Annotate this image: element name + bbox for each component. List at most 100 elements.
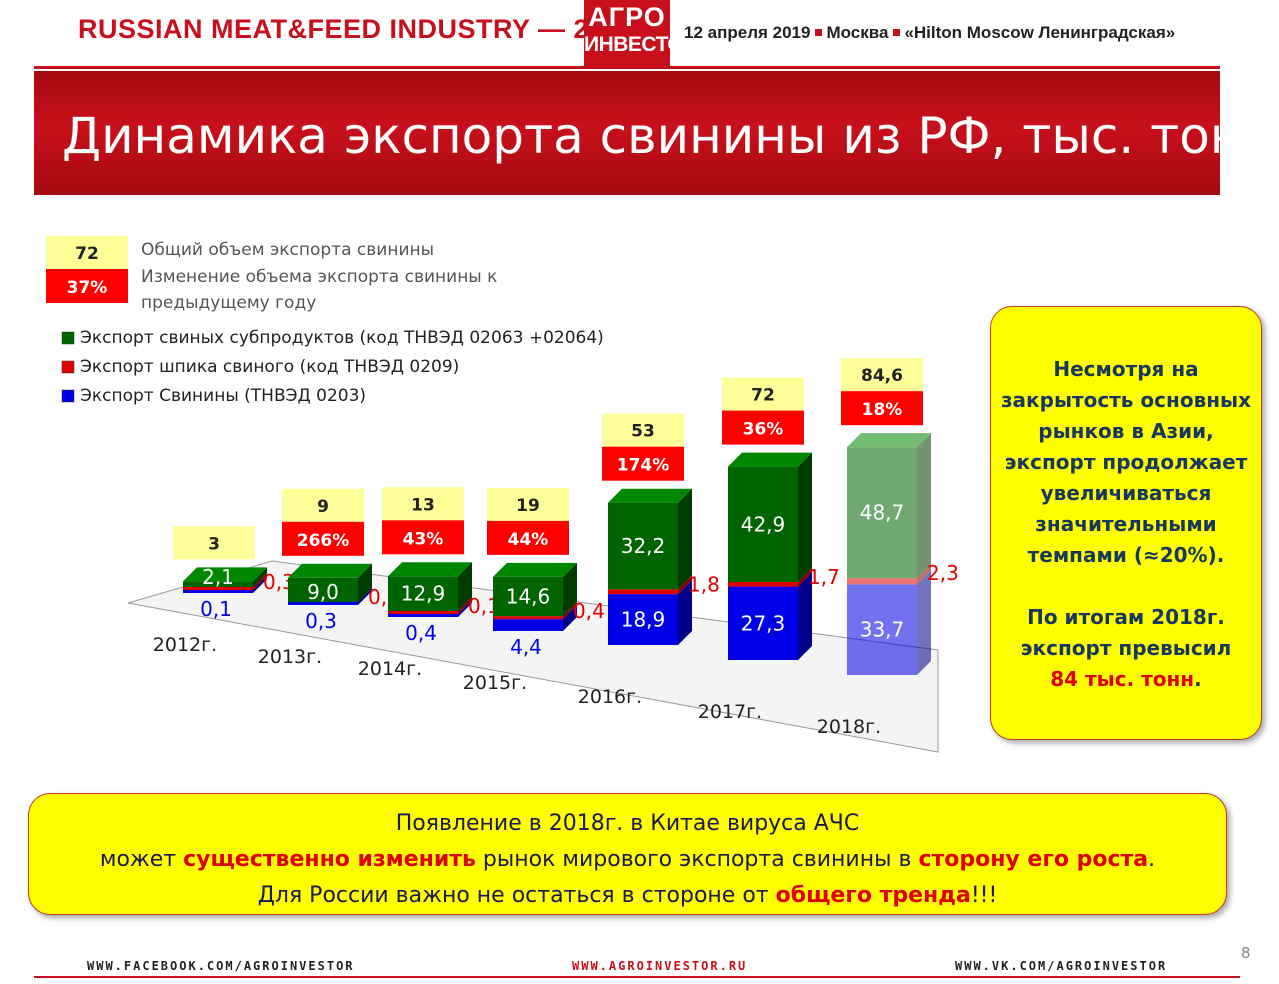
change-box (487, 520, 569, 555)
legend-series-label: Экспорт свиных субпродуктов (код ТНВЭД 0… (80, 328, 604, 348)
bar-segment-side (798, 452, 812, 582)
logo-line-1: АГРО (588, 2, 666, 32)
category-label: 2015г. (463, 672, 527, 694)
category-label: 2016г. (578, 686, 642, 708)
bar-segment (493, 616, 563, 620)
value-label-pork: 0,3 (305, 609, 337, 633)
bar-top (728, 452, 812, 467)
legend-total-sample: 72 (75, 244, 99, 264)
bar-segment (388, 611, 458, 614)
total-label: 84,6 (861, 366, 903, 386)
text-fragment: может (99, 847, 184, 872)
bar-segment-side (678, 575, 692, 595)
change-label: 36% (743, 420, 784, 440)
bar-segment-side (253, 567, 267, 587)
value-label-fat: 1,7 (808, 565, 840, 589)
bar-top (288, 563, 372, 578)
category-label: 2012г. (153, 634, 217, 656)
bar-segment (728, 466, 798, 582)
side-note-line: экспорт превысил (1020, 636, 1232, 660)
change-box (602, 446, 684, 481)
value-label-pork: 33,7 (860, 618, 905, 642)
bar-segment (388, 614, 458, 617)
bar-segment-side (358, 563, 372, 602)
value-label-offal: 9,0 (307, 580, 339, 604)
category-label: 2017г. (698, 701, 762, 723)
header-divider (34, 66, 1220, 69)
legend-swatch (61, 389, 75, 403)
side-note-line: значительными (1035, 512, 1217, 536)
total-box (722, 377, 804, 411)
change-label: 18% (862, 400, 903, 420)
slide-title: Динамика экспорта свинины из РФ, тыс. то… (62, 107, 1276, 165)
total-box (282, 488, 364, 522)
event-title: RUSSIAN MEAT&FEED INDUSTRY — 2019 (78, 14, 636, 44)
change-box (382, 520, 464, 555)
bar-group (388, 562, 472, 617)
text-fragment: . (1148, 847, 1156, 872)
value-label-offal: 42,9 (741, 512, 786, 536)
highlight-text: сторону его роста (918, 847, 1149, 872)
bar-segment (183, 590, 253, 593)
legend-series-label: Экспорт Свинины (ТНВЭД 0203) (80, 386, 366, 406)
logo-line-2: ИНВЕСТОР (584, 33, 697, 56)
bar-group (847, 433, 931, 675)
bar-segment (847, 578, 917, 585)
value-label-fat: 0,4 (573, 599, 605, 623)
bar-segment (183, 581, 253, 587)
text-fragment: Для России важно не остаться в стороне о… (257, 883, 776, 908)
bar-segment (288, 577, 358, 602)
footer-facebook-link[interactable]: WWW.FACEBOOK.COM/AGROINVESTOR (87, 959, 355, 973)
side-note-line: экспорт продолжает (1004, 450, 1248, 474)
bar-segment (288, 602, 358, 605)
conclusion-box: Появление в 2018г. в Китае вируса АЧС мо… (28, 793, 1227, 915)
highlight-text: общего тренда (775, 883, 971, 908)
bar-top (183, 567, 267, 582)
bar-segment-side (798, 567, 812, 587)
value-label-fat: 2,3 (927, 561, 959, 585)
bar-segment-side (917, 570, 931, 675)
value-label-pork: 0,1 (200, 597, 232, 621)
legend-change-label: предыдущему году (141, 293, 316, 313)
change-box (282, 521, 364, 556)
export-chart: 72 37% Общий объем экспорта свинины Изменен… (46, 236, 959, 753)
footer-site-link[interactable]: WWW.AGROINVESTOR.RU (572, 959, 748, 973)
text-fragment: !!! (970, 883, 998, 908)
side-note-line: увеличиваться (1040, 481, 1212, 505)
bar-segment (728, 586, 798, 660)
total-label: 9 (317, 497, 329, 517)
bar-segment-side (253, 573, 267, 590)
legend-change-sample: 37% (67, 278, 108, 298)
bar-top (388, 562, 472, 577)
total-label: 19 (516, 496, 540, 516)
title-banner: Динамика экспорта свинины из РФ, тыс. то… (34, 71, 1275, 195)
change-label: 266% (297, 531, 350, 551)
bar-top (608, 488, 692, 503)
side-note-line: По итогам 2018г. (1027, 605, 1225, 629)
event-venue: «Hilton Moscow Ленинградская» (904, 23, 1176, 42)
value-label-offal: 14,6 (506, 585, 551, 609)
value-label-pork: 4,4 (510, 635, 542, 659)
bar-segment-side (563, 562, 577, 617)
bar-segment-side (358, 588, 372, 605)
category-label: 2013г. (258, 646, 322, 668)
total-box (841, 358, 923, 392)
change-label: 44% (508, 530, 549, 550)
value-label-fat: 1,8 (688, 572, 720, 596)
change-label: 43% (403, 529, 444, 549)
side-note-line: рынков в Азии, (1038, 419, 1214, 443)
legend-change-box (46, 269, 128, 303)
highlight-text: существенно изменить (183, 847, 476, 872)
change-box (841, 391, 923, 426)
footer-vk-link[interactable]: WWW.VK.COM/AGROINVESTOR (955, 959, 1168, 973)
legend-total-label: Общий объем экспорта свинины (141, 240, 434, 260)
value-label-offal: 48,7 (860, 501, 905, 525)
bar-segment-side (917, 564, 931, 585)
agroinvestor-logo: АГРО ИНВЕСТОР (584, 0, 697, 66)
total-label: 3 (208, 534, 220, 554)
bar-segment (493, 576, 563, 617)
bar-segment-side (253, 576, 267, 593)
category-label: 2018г. (817, 716, 881, 738)
bar-segment (388, 576, 458, 611)
bar-segment (847, 447, 917, 579)
